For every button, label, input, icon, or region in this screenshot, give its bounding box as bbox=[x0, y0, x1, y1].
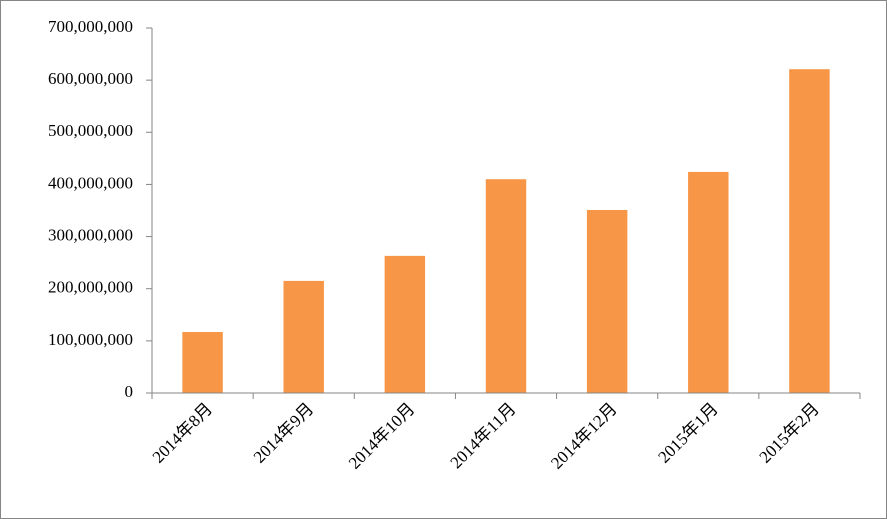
bar bbox=[485, 179, 527, 393]
y-tick-label: 600,000,000 bbox=[48, 69, 133, 88]
bar bbox=[283, 280, 324, 393]
bar bbox=[586, 209, 628, 393]
y-tick-label: 0 bbox=[125, 382, 134, 401]
bar bbox=[688, 171, 729, 393]
bar bbox=[182, 331, 223, 393]
y-tick-label: 300,000,000 bbox=[48, 225, 133, 244]
y-tick-label: 200,000,000 bbox=[48, 278, 133, 297]
y-tick-label: 100,000,000 bbox=[48, 330, 133, 349]
y-tick-label: 400,000,000 bbox=[48, 173, 133, 192]
y-tick-label: 500,000,000 bbox=[48, 121, 133, 140]
bar bbox=[789, 69, 830, 393]
bar bbox=[384, 255, 426, 393]
y-tick-label: 700,000,000 bbox=[48, 17, 133, 36]
